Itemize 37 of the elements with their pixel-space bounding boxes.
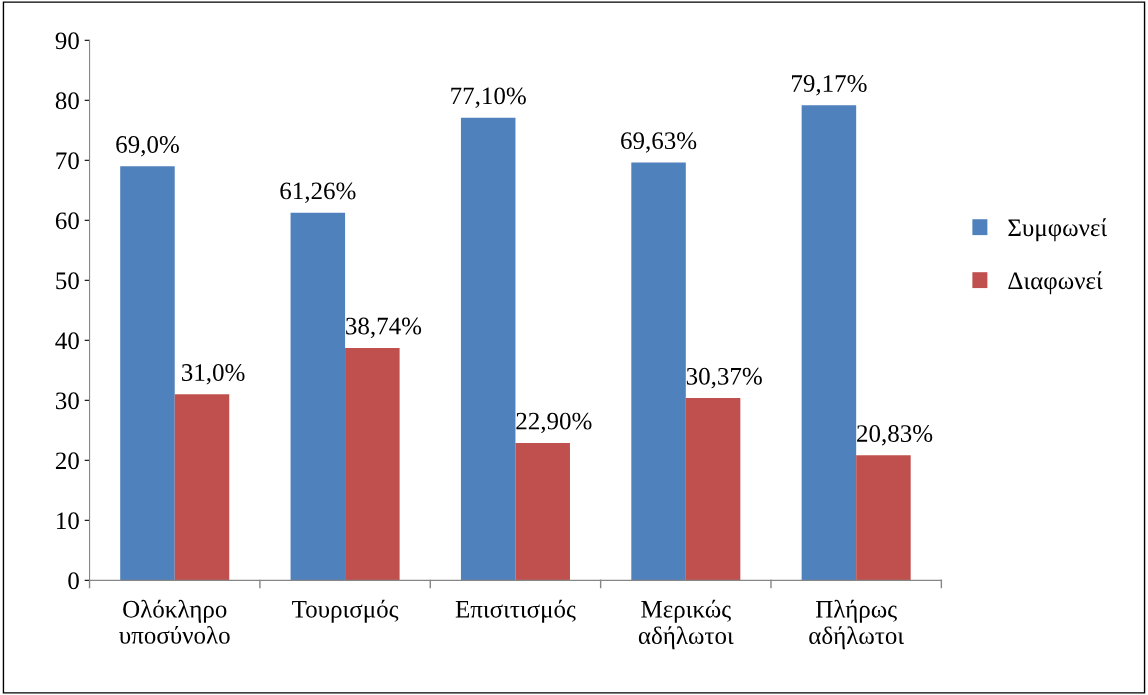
- data-label: 30,37%: [686, 367, 762, 389]
- bar: [515, 442, 570, 581]
- y-tick-label: 90: [55, 32, 79, 50]
- x-tick-label: Μερικώς αδήλωτοι: [638, 599, 734, 650]
- bar: [290, 212, 346, 581]
- bar: [460, 117, 516, 581]
- data-label: 69,0%: [116, 136, 179, 157]
- bar: [174, 394, 230, 581]
- data-label: 22,90%: [516, 412, 592, 434]
- data-label: 77,10%: [451, 87, 526, 108]
- data-label: 20,83%: [857, 425, 933, 446]
- y-tick-label: 20: [55, 452, 79, 470]
- data-label: 38,74%: [346, 317, 422, 339]
- x-tick-label: Πλήρως αδήλωτοι: [809, 599, 904, 650]
- x-tick-label: Τουρισμός: [292, 599, 399, 623]
- y-tick-label: 80: [55, 92, 79, 110]
- y-tick-label: 70: [56, 152, 79, 170]
- legend-label: Συμφωνεί: [1008, 218, 1108, 242]
- data-label: 79,17%: [792, 75, 867, 96]
- bar: [631, 162, 686, 581]
- data-label: 31,0%: [182, 364, 245, 385]
- x-tick-label: Επισιτισμός: [455, 599, 576, 623]
- y-tick-label: 30: [56, 392, 79, 410]
- data-label: 69,63%: [621, 132, 697, 153]
- y-tick-label: 10: [57, 512, 79, 530]
- bar: [120, 166, 175, 581]
- data-label: 61,26%: [280, 182, 356, 203]
- bar: [685, 398, 741, 581]
- bar: [801, 105, 857, 581]
- y-tick-label: 40: [55, 332, 79, 350]
- y-tick-label: 60: [55, 212, 79, 230]
- bar: [345, 347, 400, 581]
- y-tick-label: 50: [56, 272, 79, 290]
- x-tick-label: Ολόκληρο υποσύνολο: [119, 599, 230, 644]
- legend-label: Διαφωνεί: [1008, 271, 1103, 295]
- y-tick-label: 0: [68, 572, 79, 590]
- bar: [856, 455, 911, 581]
